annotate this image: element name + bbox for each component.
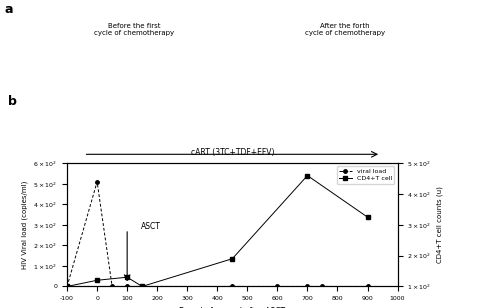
X-axis label: Days before and after ASCT: Days before and after ASCT: [179, 307, 285, 308]
Y-axis label: HIV Viral load (copies/ml): HIV Viral load (copies/ml): [21, 181, 28, 269]
Text: Before the first
cycle of chemotherapy: Before the first cycle of chemotherapy: [94, 23, 174, 36]
Text: ASCT: ASCT: [141, 222, 160, 231]
Text: After the forth
cycle of chemotherapy: After the forth cycle of chemotherapy: [305, 23, 385, 36]
Y-axis label: CD4+T cell counts (u): CD4+T cell counts (u): [437, 186, 444, 263]
Text: b: b: [8, 95, 16, 108]
Text: a: a: [5, 3, 13, 16]
Legend: viral load, CD4+T cell: viral load, CD4+T cell: [337, 166, 394, 184]
Text: cART (3TC+TDF+EFV): cART (3TC+TDF+EFV): [191, 148, 274, 157]
